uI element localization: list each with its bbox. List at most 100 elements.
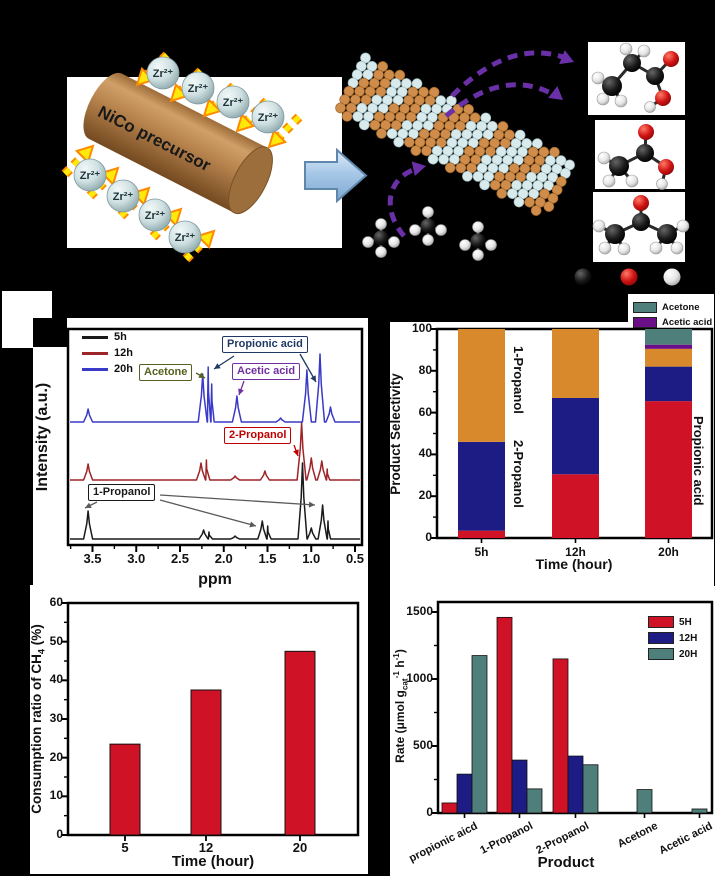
consumption-y-tick-label: 40 bbox=[49, 672, 63, 687]
annotation-arrowhead-icon bbox=[198, 372, 205, 378]
nanorod bbox=[335, 52, 575, 216]
rate-ylabel-post: ) bbox=[393, 649, 407, 654]
zr-ion: Zr²⁺ bbox=[73, 158, 107, 192]
ion-arrow bbox=[63, 152, 87, 176]
selectivity-bar-acetone bbox=[645, 329, 692, 345]
ion-arrowhead-icon bbox=[267, 128, 288, 149]
consumption-y-tick-label: 10 bbox=[49, 788, 63, 803]
consumption-xlabel: Time (hour) bbox=[171, 853, 255, 870]
selectivity-xlabel: Time (hour) bbox=[535, 556, 613, 572]
selectivity-x-tick-label: 5h bbox=[474, 545, 489, 559]
rate-bar-12H bbox=[511, 759, 528, 814]
zr-ion: Zr²⁺ bbox=[168, 220, 202, 254]
carbon-legend-icon bbox=[574, 268, 592, 286]
nmr-legend-line-icon bbox=[82, 351, 108, 355]
annotation-arrowhead-icon bbox=[249, 521, 256, 528]
zr-ion-label: Zr²⁺ bbox=[258, 112, 279, 124]
nmr-panel-notch bbox=[33, 318, 67, 347]
nmr-legend-label: 5h bbox=[114, 331, 127, 343]
reaction-arrow bbox=[444, 82, 558, 118]
annotation-arrowhead-icon bbox=[293, 449, 299, 456]
ion-arrowhead-icon bbox=[202, 97, 223, 118]
propionic-acid-molecule bbox=[591, 42, 679, 113]
selectivity-inner-label: 2-Propanol bbox=[511, 440, 526, 508]
rate-bar-20H bbox=[526, 788, 543, 814]
selectivity-bar-1-propanol bbox=[552, 329, 599, 398]
selectivity-y-tick-label: 20 bbox=[418, 488, 432, 503]
rate-legend-item: 20H bbox=[648, 648, 697, 660]
rate-legend-swatch-icon bbox=[648, 616, 674, 628]
zr-ion-label: Zr²⁺ bbox=[80, 170, 101, 182]
nmr-legend-item: 5h bbox=[82, 331, 133, 343]
consumption-y-tick-label: 20 bbox=[49, 749, 63, 764]
consumption-y-tick-label: 50 bbox=[49, 633, 63, 648]
rate-ylabel: Rate (μmol gcat-1 h-1) bbox=[392, 591, 411, 821]
nmr-x-tick-label: 3.5 bbox=[83, 551, 102, 566]
nmr-x-tick-label: 0.5 bbox=[345, 551, 365, 566]
selectivity-y-tick-label: 60 bbox=[418, 404, 432, 419]
nmr-xlabel: ppm bbox=[198, 571, 232, 588]
hydrogen-legend-icon bbox=[663, 268, 681, 286]
selectivity-y-tick-label: 80 bbox=[418, 362, 432, 377]
consumption-x-tick-label: 12 bbox=[198, 840, 214, 855]
nmr-legend-label: 12h bbox=[114, 347, 133, 359]
selectivity-bar-propionic-acid bbox=[645, 401, 692, 538]
selectivity-y-tick-label: 0 bbox=[425, 530, 432, 544]
rate-legend-item: 12H bbox=[648, 632, 697, 644]
reaction-arrowhead-icon bbox=[411, 161, 426, 177]
annotation-arrowhead-icon bbox=[214, 363, 221, 369]
rate-legend-label: 20H bbox=[679, 648, 698, 660]
selectivity-legend-label: Acetone bbox=[662, 302, 700, 313]
selectivity-legend-label: Acetic acid bbox=[662, 317, 713, 328]
nmr-annotation-acetic-acid: Acetic acid bbox=[232, 363, 301, 380]
zr-ion: Zr²⁺ bbox=[216, 85, 250, 119]
oxygen-legend-icon bbox=[620, 268, 638, 286]
consumption-bar bbox=[284, 650, 316, 836]
nmr-x-tick-label: 2.0 bbox=[214, 551, 233, 566]
annotation-arrow bbox=[159, 494, 316, 506]
nico-precursor-cylinder bbox=[83, 72, 273, 214]
methane-molecule bbox=[362, 218, 400, 258]
rate-bar-5H bbox=[496, 616, 513, 814]
nmr-x-tick-label: 1.5 bbox=[258, 551, 277, 566]
zr-ion: Zr²⁺ bbox=[106, 179, 140, 213]
nmr-plot-frame bbox=[66, 327, 364, 547]
selectivity-legend-swatch-icon bbox=[633, 302, 657, 313]
consumption-y-tick-label: 30 bbox=[49, 711, 63, 725]
rate-bar-20H bbox=[691, 808, 708, 814]
selectivity-x-tick-label: 12h bbox=[565, 545, 586, 559]
methane-molecule bbox=[409, 206, 447, 246]
selectivity-legend-item: Acetic acid bbox=[633, 317, 712, 328]
nmr-annotation-2-propanol: 2-Propanol bbox=[224, 427, 292, 444]
rate-y-tick-label: 1500 bbox=[406, 604, 433, 618]
selectivity-bar-2-propanol bbox=[645, 366, 692, 402]
nmr-legend-item: 20h bbox=[82, 363, 133, 375]
rate-bar-5H bbox=[441, 802, 458, 814]
rate-legend-label: 5H bbox=[679, 616, 692, 628]
reaction-arrow bbox=[387, 165, 419, 238]
selectivity-inner-label: 1-Propanol bbox=[511, 346, 526, 414]
zr-ion-label: Zr²⁺ bbox=[113, 191, 134, 203]
selectivity-y-tick-label: 40 bbox=[418, 446, 432, 461]
zr-ion-label: Zr²⁺ bbox=[175, 232, 196, 244]
rate-legend-swatch-icon bbox=[648, 632, 674, 644]
zr-ion: Zr²⁺ bbox=[138, 198, 172, 232]
nmr-ylabel: Intensity (a.u.) bbox=[34, 382, 51, 492]
selectivity-y-tick-label: 100 bbox=[411, 321, 432, 335]
ion-arrowhead-icon bbox=[169, 82, 190, 103]
selectivity-x-tick-label: 20h bbox=[658, 545, 679, 559]
annotation-arrowhead-icon bbox=[308, 501, 315, 508]
rate-ylabel-sup2: -1 bbox=[392, 653, 401, 661]
nmr-x-tick-label: 3.0 bbox=[127, 551, 146, 566]
consumption-ylabel-sub: 4 bbox=[36, 648, 47, 655]
consumption-bar bbox=[109, 743, 141, 836]
annotation-arrowhead-icon bbox=[310, 375, 316, 382]
nmr-annotation-acetone: Acetone bbox=[139, 364, 193, 381]
zr-ion-label: Zr²⁺ bbox=[223, 97, 244, 109]
rate-legend: 5H 12H 20H bbox=[648, 616, 697, 664]
nmr-legend-label: 20h bbox=[114, 363, 133, 375]
rate-bar-12H bbox=[456, 773, 473, 814]
ion-arrowhead-icon bbox=[74, 144, 95, 165]
ion-arrowhead-icon bbox=[195, 229, 216, 250]
